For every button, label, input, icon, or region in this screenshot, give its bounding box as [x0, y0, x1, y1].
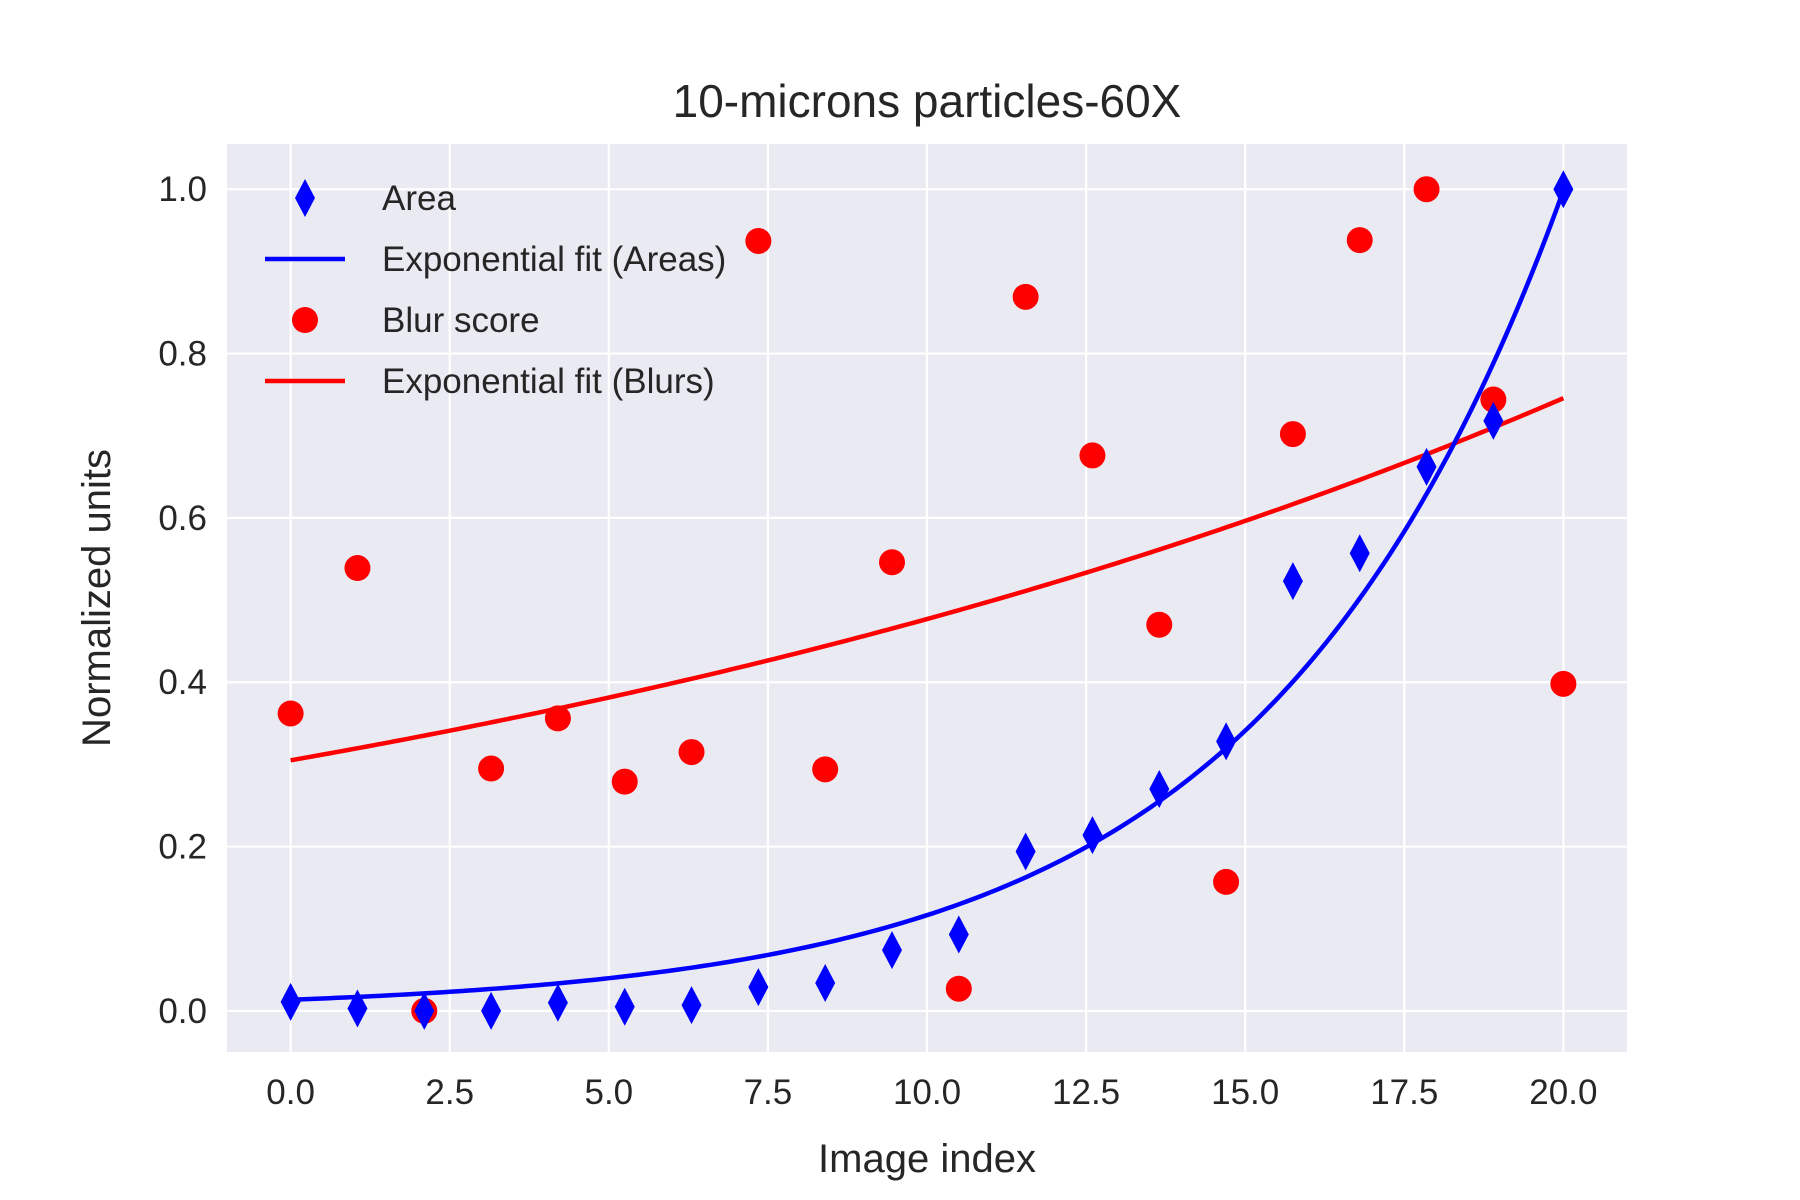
y-axis-label: Normalized units	[75, 449, 119, 747]
fit-line	[290, 396, 1565, 763]
series-area	[280, 170, 1574, 1030]
blur-point	[945, 975, 972, 1002]
blur-point	[1413, 176, 1440, 203]
x-tick-label: 12.5	[1052, 1073, 1120, 1112]
x-tick-label: 7.5	[744, 1073, 793, 1112]
blur-point	[812, 756, 839, 783]
x-tick-label: 2.5	[425, 1073, 474, 1112]
legend-label: Area	[382, 179, 456, 218]
series-exponential-fit-areas	[290, 189, 1566, 1002]
chart-title: 10-microns particles-60X	[673, 75, 1182, 127]
y-tick-label: 0.8	[158, 335, 207, 374]
legend-item: Exponential fit (Areas)	[265, 240, 726, 279]
x-tick-label: 17.5	[1370, 1073, 1438, 1112]
series-exponential-fit-blurs	[290, 396, 1565, 763]
area-point	[748, 968, 769, 1007]
legend-item: Exponential fit (Blurs)	[265, 362, 715, 401]
legend-item: Area	[295, 179, 456, 218]
legend-label: Exponential fit (Areas)	[382, 240, 726, 279]
y-tick-label: 0.0	[158, 992, 207, 1031]
x-tick-label: 0.0	[266, 1073, 315, 1112]
y-tick-label: 1.0	[158, 170, 207, 209]
blur-point	[344, 555, 371, 582]
legend-circle-marker	[292, 307, 318, 333]
legend: Area Exponential fit (Areas) Blur score Exp…	[265, 179, 726, 401]
blur-point	[1213, 868, 1240, 895]
area-point	[948, 915, 969, 954]
series-layer	[277, 170, 1577, 1030]
area-point	[614, 987, 635, 1026]
y-tick-label: 0.2	[158, 828, 207, 867]
blur-point	[1480, 386, 1507, 413]
blur-point	[1079, 442, 1106, 469]
area-point	[1015, 832, 1036, 871]
legend-label: Blur score	[382, 301, 540, 340]
area-point	[681, 986, 702, 1025]
area-point	[1483, 401, 1504, 440]
blur-point	[1279, 421, 1306, 448]
area-point	[280, 982, 301, 1021]
x-tick-label: 20.0	[1529, 1073, 1597, 1112]
blur-point	[1012, 283, 1039, 310]
blur-point	[678, 739, 705, 766]
grid	[227, 144, 1627, 1052]
legend-diamond-marker	[295, 179, 315, 217]
blur-point	[611, 768, 638, 795]
blur-point	[1346, 227, 1373, 254]
area-point	[481, 991, 502, 1030]
tick-labels: 0.0 2.5 5.0 7.5 10.0 12.5 15.0 17.5 20.0 0.0 0.2 0.…	[158, 170, 1597, 1112]
legend-label: Exponential fit (Blurs)	[382, 362, 715, 401]
area-point	[1416, 447, 1437, 486]
area-point	[882, 931, 902, 970]
blur-point	[277, 700, 304, 727]
area-point	[1349, 534, 1370, 573]
x-axis-label: Image index	[818, 1137, 1036, 1181]
area-point	[1282, 562, 1303, 601]
blur-point	[1550, 670, 1577, 697]
area-point	[414, 991, 435, 1030]
fit-line	[290, 189, 1566, 1002]
area-point	[547, 983, 568, 1022]
blur-point	[879, 549, 905, 576]
x-tick-label: 5.0	[584, 1073, 633, 1112]
blur-point	[478, 755, 505, 782]
blur-point	[1146, 611, 1173, 638]
x-tick-label: 10.0	[893, 1073, 961, 1112]
x-tick-label: 15.0	[1211, 1073, 1279, 1112]
blur-point	[544, 705, 571, 732]
area-point	[815, 963, 836, 1002]
y-tick-label: 0.6	[158, 499, 207, 538]
legend-item: Blur score	[292, 301, 540, 340]
blur-point	[745, 227, 772, 254]
y-tick-label: 0.4	[158, 663, 207, 702]
